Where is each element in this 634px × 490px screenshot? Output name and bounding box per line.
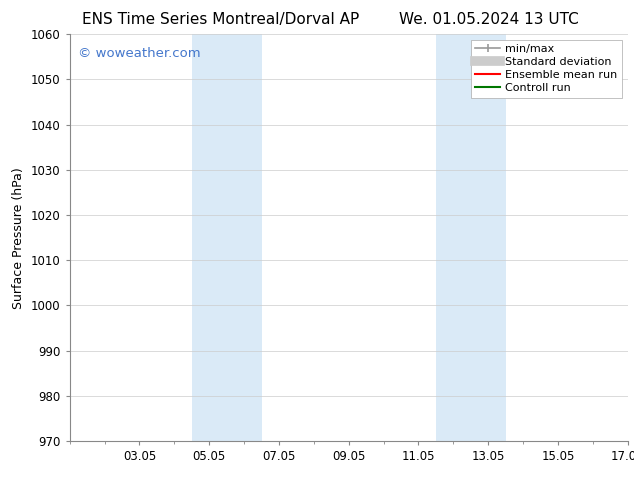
Legend: min/max, Standard deviation, Ensemble mean run, Controll run: min/max, Standard deviation, Ensemble me…	[471, 40, 622, 98]
Text: © woweather.com: © woweather.com	[78, 47, 201, 59]
Text: We. 01.05.2024 13 UTC: We. 01.05.2024 13 UTC	[399, 12, 579, 27]
Bar	[191, 34, 261, 441]
Text: ENS Time Series Montreal/Dorval AP: ENS Time Series Montreal/Dorval AP	[82, 12, 359, 27]
Bar	[436, 34, 506, 441]
Y-axis label: Surface Pressure (hPa): Surface Pressure (hPa)	[13, 167, 25, 309]
